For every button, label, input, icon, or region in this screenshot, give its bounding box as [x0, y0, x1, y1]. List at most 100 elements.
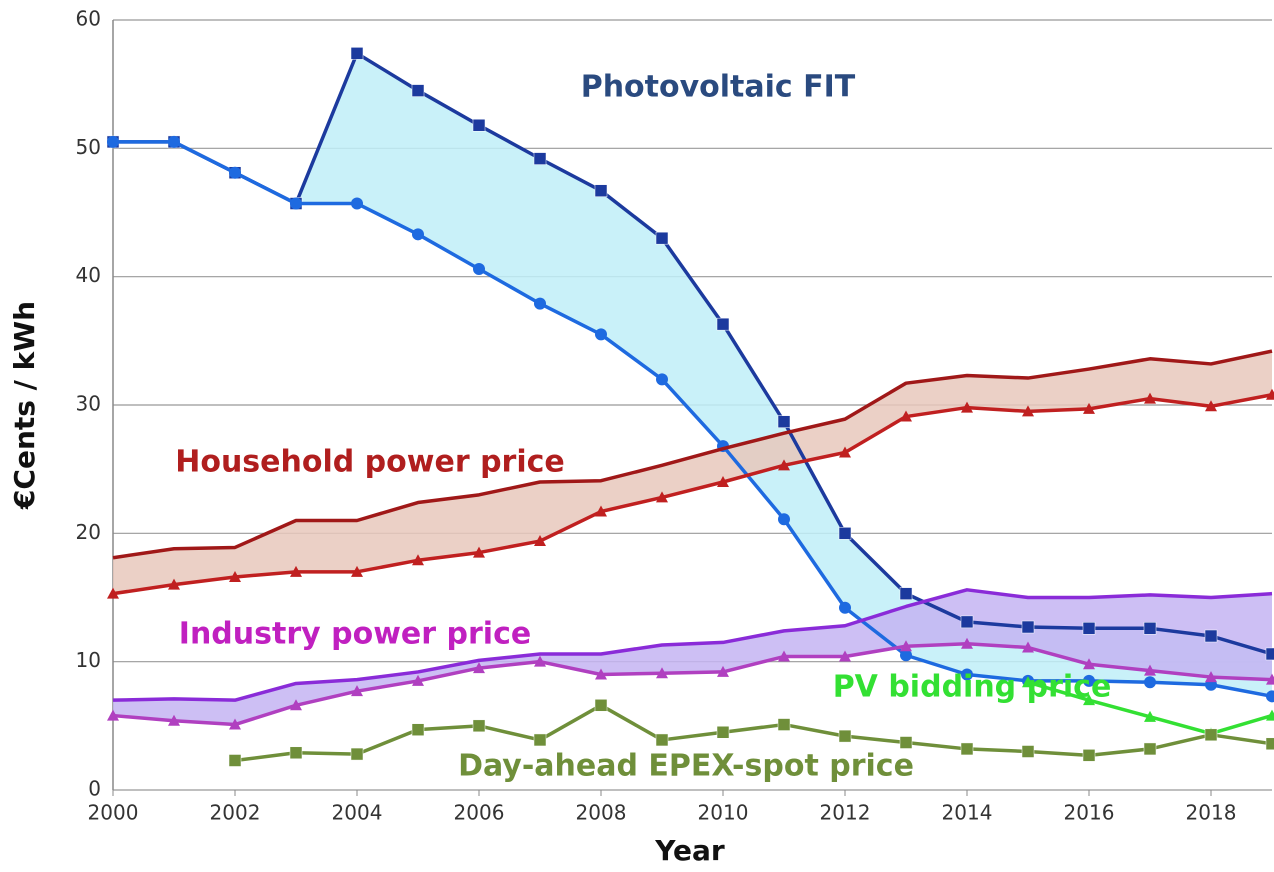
marker — [777, 415, 791, 428]
band-area — [113, 53, 1272, 697]
series-line — [113, 140, 1273, 699]
marker — [1143, 622, 1157, 635]
y-tick-label: 0 — [88, 777, 101, 801]
y-tick-label: 20 — [76, 520, 101, 544]
marker — [473, 262, 485, 275]
marker — [290, 565, 302, 577]
marker — [290, 699, 302, 711]
y-tick-label: 50 — [76, 135, 101, 159]
annotation: Photovoltaic FIT — [581, 70, 856, 105]
x-tick-label: 2000 — [88, 801, 139, 825]
x-tick-label: 2008 — [576, 801, 627, 825]
marker — [961, 401, 973, 413]
marker — [1021, 745, 1035, 758]
marker — [411, 84, 425, 97]
marker — [1083, 674, 1095, 687]
marker — [656, 373, 668, 386]
marker — [778, 513, 790, 526]
series-line — [112, 641, 1273, 727]
marker — [411, 723, 425, 736]
marker — [900, 640, 912, 652]
marker — [1083, 694, 1095, 706]
marker — [1265, 737, 1274, 751]
marker — [1082, 749, 1096, 762]
marker — [534, 535, 546, 547]
marker — [351, 197, 363, 210]
marker — [656, 667, 668, 679]
series-line — [113, 51, 1273, 656]
series-line — [112, 393, 1273, 596]
series-line — [234, 703, 1273, 763]
marker — [594, 184, 608, 197]
marker — [1083, 402, 1095, 414]
marker — [961, 668, 973, 681]
x-tick-label: 2016 — [1064, 801, 1115, 825]
marker — [168, 578, 180, 590]
marker — [1022, 405, 1034, 417]
marker — [838, 729, 852, 743]
marker — [168, 714, 180, 726]
marker — [289, 746, 303, 760]
x-tick-label: 2006 — [454, 801, 505, 825]
marker — [228, 754, 242, 767]
marker — [839, 650, 851, 662]
marker — [534, 655, 546, 667]
annotation: Household power price — [175, 445, 565, 480]
marker — [717, 665, 729, 677]
x-tick-label: 2012 — [820, 801, 871, 825]
marker — [351, 685, 363, 697]
marker — [290, 197, 302, 210]
marker — [594, 699, 608, 712]
marker — [899, 736, 913, 749]
marker — [1021, 620, 1035, 634]
marker — [1205, 671, 1217, 683]
marker — [1266, 388, 1274, 400]
marker — [960, 615, 974, 629]
marker — [1265, 647, 1274, 661]
x-tick-label: 2014 — [942, 801, 993, 825]
marker — [1204, 728, 1218, 742]
x-tick-label: 2002 — [210, 801, 261, 825]
marker — [1266, 709, 1274, 721]
marker — [595, 328, 607, 341]
marker — [533, 152, 547, 165]
marker — [412, 674, 424, 686]
series-line — [112, 588, 1273, 702]
marker — [107, 709, 119, 721]
marker — [595, 668, 607, 680]
marker — [1083, 658, 1095, 670]
marker — [716, 317, 730, 331]
marker — [1022, 641, 1034, 653]
marker — [1266, 673, 1274, 685]
y-tick-label: 30 — [76, 392, 101, 416]
marker — [1144, 392, 1156, 404]
marker — [716, 726, 730, 739]
marker — [1144, 710, 1156, 722]
band-area — [113, 351, 1272, 594]
marker — [717, 476, 729, 487]
marker — [229, 570, 241, 582]
marker — [229, 718, 241, 730]
marker — [472, 118, 486, 132]
marker — [778, 650, 790, 662]
marker — [655, 231, 669, 245]
marker — [107, 135, 119, 148]
marker — [533, 733, 547, 747]
marker — [777, 718, 791, 731]
marker — [961, 637, 973, 649]
marker — [1082, 622, 1096, 635]
x-tick-label: 2004 — [332, 801, 383, 825]
marker — [899, 587, 913, 600]
marker — [839, 446, 851, 458]
marker — [412, 228, 424, 241]
marker — [1144, 676, 1156, 689]
marker — [1022, 676, 1034, 688]
y-tick-label: 60 — [76, 7, 101, 31]
marker — [900, 649, 912, 662]
annotation: Day-ahead EPEX-spot price — [458, 749, 914, 784]
marker — [350, 47, 364, 60]
y-tick-label: 10 — [76, 648, 101, 672]
marker — [838, 527, 852, 540]
marker — [473, 662, 485, 674]
